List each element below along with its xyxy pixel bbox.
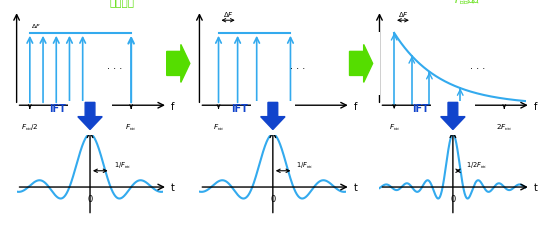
FancyArrow shape xyxy=(350,45,373,83)
Text: $1/F_{停止}$: $1/F_{停止}$ xyxy=(114,160,131,169)
Text: IFT: IFT xyxy=(49,104,66,114)
Text: IFT: IFT xyxy=(232,104,248,114)
Text: f: f xyxy=(171,102,174,112)
FancyArrow shape xyxy=(441,103,465,130)
Text: · · ·: · · · xyxy=(290,64,305,74)
Text: $=\Delta F$: $=\Delta F$ xyxy=(208,138,229,147)
Text: t: t xyxy=(353,182,357,192)
Text: $F_{停止}$加倍: $F_{停止}$加倍 xyxy=(454,0,481,7)
Text: 0: 0 xyxy=(450,194,455,203)
Text: f: f xyxy=(534,102,537,112)
Text: $F_{开始}$: $F_{开始}$ xyxy=(213,122,224,131)
Text: 点数加倍: 点数加倍 xyxy=(110,0,135,7)
FancyArrow shape xyxy=(167,45,190,83)
FancyArrow shape xyxy=(260,103,285,130)
Text: $\Delta F$: $\Delta F$ xyxy=(398,10,408,19)
Text: $1/F_{停止}$: $1/F_{停止}$ xyxy=(296,160,314,169)
FancyArrow shape xyxy=(78,103,102,130)
Text: t: t xyxy=(534,182,537,192)
Text: 0: 0 xyxy=(88,194,93,203)
Text: 0: 0 xyxy=(270,194,275,203)
Text: $2F_{停止}$: $2F_{停止}$ xyxy=(496,122,512,131)
Text: $1/2F_{停止}$: $1/2F_{停止}$ xyxy=(466,160,487,169)
Text: $F_{停止}$: $F_{停止}$ xyxy=(285,122,296,131)
Text: · · ·: · · · xyxy=(470,64,485,74)
Text: $F_{停止}$: $F_{停止}$ xyxy=(125,122,137,131)
Text: $\Delta F$: $\Delta F$ xyxy=(223,10,234,19)
Text: $\Delta F$: $\Delta F$ xyxy=(30,22,40,30)
Text: IFT: IFT xyxy=(412,104,429,114)
Text: t: t xyxy=(171,182,175,192)
Text: f: f xyxy=(353,102,357,112)
Text: $F_{开始}$: $F_{开始}$ xyxy=(388,122,400,131)
Text: $F_{开始}/2$: $F_{开始}/2$ xyxy=(21,122,39,131)
Text: · · ·: · · · xyxy=(107,64,122,74)
